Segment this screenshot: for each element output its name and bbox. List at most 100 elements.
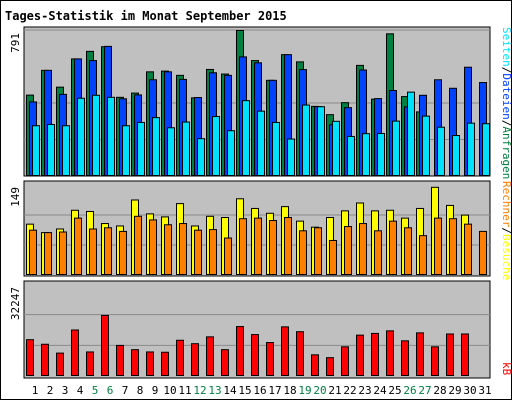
bar-pages-day-11 <box>182 121 190 176</box>
bar-sites-day-3 <box>59 231 67 276</box>
x-tick-label-day-31: 31 <box>478 384 491 397</box>
bar-kb-day-16 <box>251 334 259 377</box>
x-tick-label-day-24: 24 <box>373 384 387 397</box>
bar-pages-day-17 <box>272 121 280 176</box>
bar-sites-day-9 <box>149 219 157 276</box>
bar-sites-day-10 <box>164 224 172 276</box>
x-tick-label-day-15: 15 <box>238 384 251 397</box>
bar-kb-day-26 <box>401 340 409 376</box>
bar-kb-day-2 <box>41 343 49 377</box>
x-tick-label-day-16: 16 <box>253 384 266 397</box>
bar-kb-day-5 <box>86 351 94 377</box>
bar-pages-day-6 <box>107 96 115 176</box>
bar-sites-day-2 <box>44 232 52 275</box>
bar-kb-day-4 <box>71 329 79 377</box>
legend-entry-files: Dateien <box>500 73 512 119</box>
panel-top: 791 <box>9 26 491 177</box>
x-tick-label-day-12: 12 <box>193 384 206 397</box>
bar-sites-day-26 <box>404 227 412 275</box>
bar-pages-day-18 <box>287 138 295 176</box>
bar-kb-day-1 <box>26 339 34 376</box>
bar-sites-day-15 <box>239 218 247 276</box>
bar-kb-day-13 <box>206 336 214 376</box>
bar-sites-day-17 <box>269 220 277 275</box>
chart-panels: 791 149 32247 <box>9 26 491 379</box>
bar-pages-day-27 <box>422 115 430 176</box>
bar-pages-day-9 <box>152 117 160 176</box>
x-tick-label-day-17: 17 <box>268 384 281 397</box>
x-tick-label-day-18: 18 <box>283 384 296 397</box>
bar-pages-day-10 <box>167 127 175 176</box>
bar-pages-day-30 <box>467 122 475 176</box>
bar-sites-day-12 <box>194 229 202 275</box>
bar-kb-day-22 <box>341 346 349 376</box>
bar-pages-day-15 <box>242 100 250 176</box>
bar-kb-day-12 <box>191 343 199 376</box>
x-tick-label-day-2: 2 <box>47 384 54 397</box>
bar-pages-day-28 <box>437 126 445 176</box>
legend-top: Seiten/Dateien/Anfragen <box>500 27 512 179</box>
bar-pages-day-12 <box>197 138 205 176</box>
bar-sites-day-5 <box>89 228 97 275</box>
bar-sites-day-28 <box>434 217 442 275</box>
bar-pages-day-5 <box>92 94 100 176</box>
bar-pages-day-22 <box>347 135 355 176</box>
bar-sites-day-25 <box>389 220 397 276</box>
bar-pages-day-19 <box>302 104 310 176</box>
bar-sites-day-18 <box>284 217 292 276</box>
bar-pages-day-16 <box>257 110 265 176</box>
bar-sites-day-31 <box>479 230 487 275</box>
bar-kb-day-28 <box>431 346 439 376</box>
x-tick-label-day-10: 10 <box>163 384 176 397</box>
bar-kb-day-27 <box>416 332 424 376</box>
bar-pages-day-31 <box>482 123 490 177</box>
bar-sites-day-29 <box>449 218 457 276</box>
bar-pages-day-8 <box>137 121 145 176</box>
bar-sites-day-11 <box>179 223 187 276</box>
chart-title: Tages-Statistik im Monat September 2015 <box>5 9 287 23</box>
legend-separator: / <box>500 67 512 74</box>
x-tick-label-day-25: 25 <box>388 384 401 397</box>
x-tick-label-day-19: 19 <box>298 384 311 397</box>
x-tick-label-day-3: 3 <box>62 384 69 397</box>
bar-sites-day-14 <box>224 237 232 276</box>
bar-sites-day-23 <box>359 223 367 276</box>
legend-entry-hits: Anfragen <box>500 126 512 179</box>
bar-pages-day-14 <box>227 130 235 177</box>
x-tick-label-day-11: 11 <box>178 384 191 397</box>
bar-kb-day-8 <box>131 349 139 377</box>
bar-kb-day-15 <box>236 326 244 376</box>
legend-bottom: kB <box>500 362 512 376</box>
bar-pages-day-23 <box>362 133 370 176</box>
bar-sites-day-1 <box>29 229 37 275</box>
legend-entry-visits: Besuche <box>500 234 512 280</box>
legend-separator: / <box>500 120 512 127</box>
y-axis-max-label: 32247 <box>9 287 22 320</box>
x-tick-label-day-5: 5 <box>92 384 99 397</box>
x-tick-label-day-9: 9 <box>152 384 159 397</box>
bar-pages-day-20 <box>317 106 325 176</box>
bar-kb-day-9 <box>146 351 154 377</box>
bar-kb-day-21 <box>326 357 334 377</box>
bar-sites-day-7 <box>119 230 127 275</box>
bar-kb-day-20 <box>311 354 319 376</box>
x-tick-label-day-4: 4 <box>77 384 84 397</box>
x-axis-labels: 1 2 3 4 5 6 7 8 9 10 11 12 13 14 15 16 17 18 19 20 21 22 23 24 2… <box>32 384 492 397</box>
bar-kb-day-18 <box>281 326 289 377</box>
panel-bottom: 32247 <box>9 280 491 379</box>
bar-pages-day-29 <box>452 135 460 176</box>
x-tick-label-day-21: 21 <box>328 384 341 397</box>
x-tick-label-day-13: 13 <box>208 384 221 397</box>
bar-kb-day-29 <box>446 333 454 377</box>
x-tick-label-day-23: 23 <box>358 384 371 397</box>
bar-kb-day-14 <box>221 349 229 377</box>
bar-sites-day-19 <box>299 230 307 276</box>
panel-middle: 149 <box>9 180 491 277</box>
bar-sites-day-27 <box>419 235 427 276</box>
y-axis-max-label: 791 <box>9 33 22 53</box>
x-tick-label-day-14: 14 <box>223 384 237 397</box>
bar-sites-day-13 <box>209 229 217 276</box>
bar-kb-day-19 <box>296 331 304 376</box>
